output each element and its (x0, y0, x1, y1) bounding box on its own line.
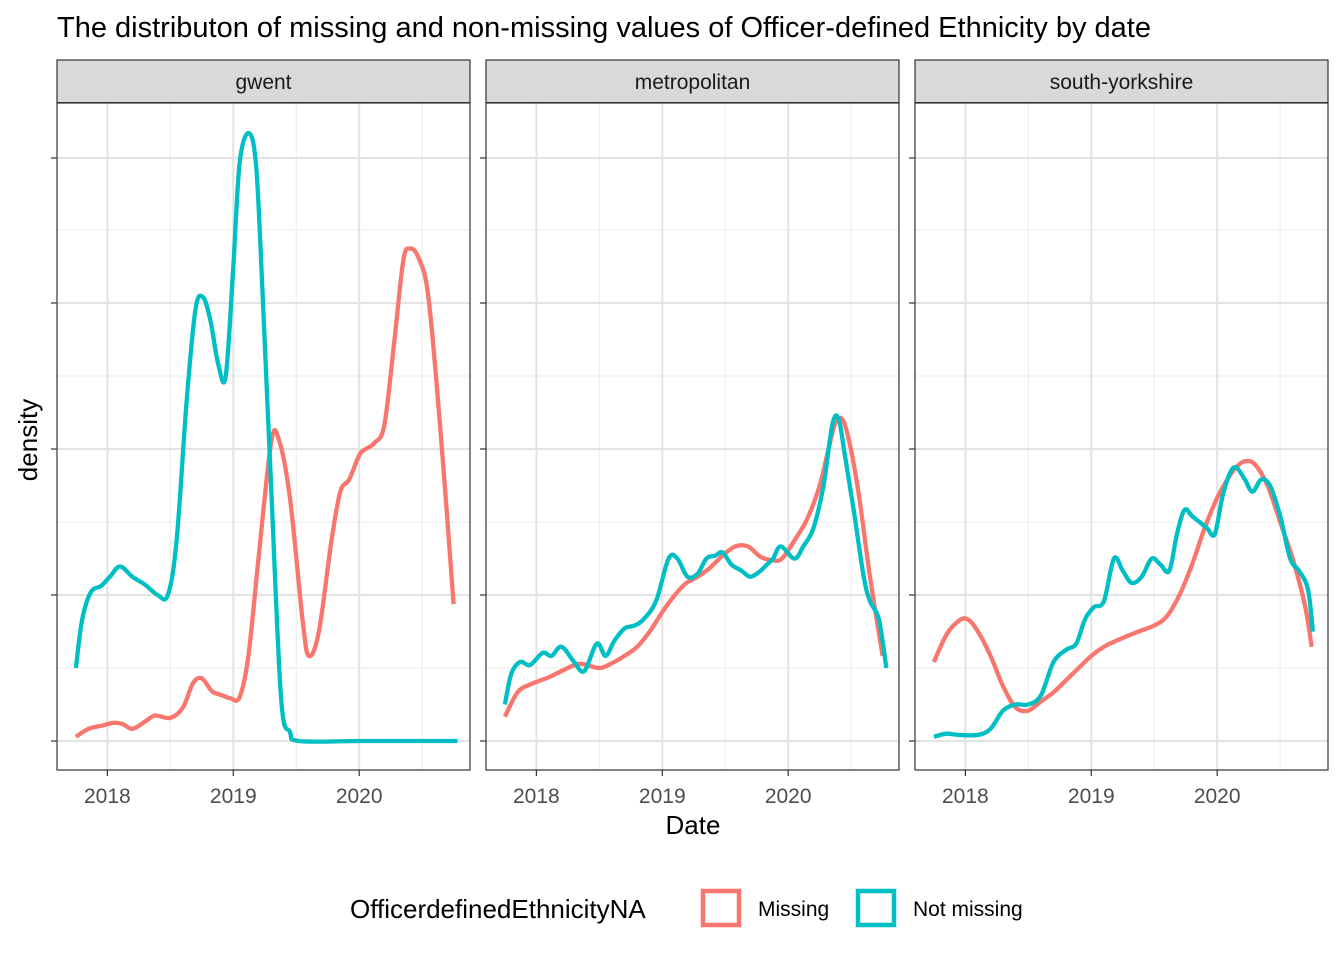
series-line-missing (931, 458, 1314, 714)
legend-key-missing (700, 888, 742, 928)
facet-strip (485, 59, 900, 104)
panel-border (485, 102, 900, 771)
series-line-not-missing (933, 465, 1316, 739)
x-tick-label: 2018 (513, 785, 560, 808)
x-tick-label: 2018 (84, 785, 131, 808)
x-tick-label: 2019 (1068, 785, 1115, 808)
plot-background (915, 103, 1328, 770)
x-axis-title: Date (666, 810, 721, 840)
facet-strip-label: gwent (235, 71, 291, 94)
legend-label-missing: Missing (758, 898, 829, 921)
facet-panel-metropolitan: metropolitan 2018 2019 2020 (480, 59, 900, 808)
x-tick-label: 2020 (336, 785, 383, 808)
gridlines (915, 103, 1328, 770)
x-tick-label: 2019 (639, 785, 686, 808)
legend-key-not-missing (855, 888, 897, 928)
facet-strip-label: metropolitan (635, 71, 751, 94)
x-tick-label: 2018 (942, 785, 989, 808)
facet-panel-south-yorkshire: south-yorkshire 2018 2019 2020 (909, 59, 1329, 808)
facet-strip (56, 59, 471, 104)
facet-strip-label: south-yorkshire (1050, 71, 1194, 94)
facet-panel-gwent: gwent 2018 2019 2020 (51, 59, 471, 808)
facet-panels: gwent 2018 2019 2020 metropolitan 2018 2019 202… (51, 59, 1329, 808)
legend-label-not-missing: Not missing (913, 898, 1023, 921)
legend: OfficerdefinedEthnicityNA Missing Not mi… (350, 888, 1023, 928)
plot-background (486, 103, 899, 770)
x-tick-label: 2020 (1194, 785, 1241, 808)
x-tick-label: 2020 (765, 785, 812, 808)
legend-title: OfficerdefinedEthnicityNA (350, 894, 646, 924)
series-line-not-missing (73, 130, 458, 744)
facet-strip (914, 59, 1329, 104)
gridlines (57, 103, 470, 770)
chart-title: The distributon of missing and non-missi… (57, 12, 1151, 44)
panel-border (56, 102, 471, 771)
series-line-not-missing (502, 413, 889, 705)
y-axis-title: density (13, 399, 43, 481)
series-line-missing (74, 246, 456, 739)
panel-border (914, 102, 1329, 771)
plot-background (57, 103, 470, 770)
x-tick-label: 2019 (210, 785, 257, 808)
